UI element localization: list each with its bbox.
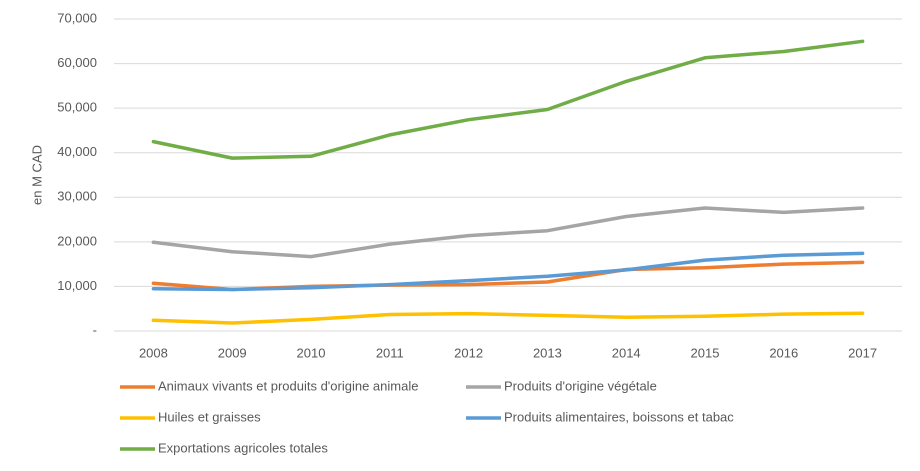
x-tick-label: 2013 <box>533 345 562 360</box>
y-tick-label: 40,000 <box>57 144 97 159</box>
x-tick-label: 2017 <box>848 345 877 360</box>
x-tick-label: 2015 <box>691 345 720 360</box>
series-line <box>151 39 865 160</box>
y-axis-label: en M CAD <box>29 145 44 205</box>
x-tick-label: 2016 <box>769 345 798 360</box>
legend-label: Huiles et graisses <box>158 409 261 424</box>
legend-label: Animaux vivants et produits d'origine an… <box>158 378 418 393</box>
x-tick-label: 2009 <box>218 345 247 360</box>
legend-label: Produits d'origine végétale <box>504 378 657 393</box>
legend-label: Exportations agricoles totales <box>158 440 328 455</box>
y-tick-label: 20,000 <box>57 233 97 248</box>
series-line <box>151 251 865 292</box>
x-tick-label: 2010 <box>297 345 326 360</box>
x-tick-label: 2014 <box>612 345 641 360</box>
y-tick-label: 60,000 <box>57 55 97 70</box>
series-line <box>151 206 865 259</box>
x-tick-label: 2012 <box>454 345 483 360</box>
y-tick-label: 70,000 <box>57 10 97 25</box>
y-tick-label: 30,000 <box>57 189 97 204</box>
y-tick-label: 50,000 <box>57 100 97 115</box>
series-line <box>151 311 865 325</box>
legend-label: Produits alimentaires, boissons et tabac <box>504 409 734 424</box>
series-line <box>151 260 865 292</box>
y-tick-label: 10,000 <box>57 278 97 293</box>
y-tick-label: - <box>93 322 97 337</box>
x-tick-label: 2008 <box>139 345 168 360</box>
x-tick-label: 2011 <box>376 345 404 360</box>
